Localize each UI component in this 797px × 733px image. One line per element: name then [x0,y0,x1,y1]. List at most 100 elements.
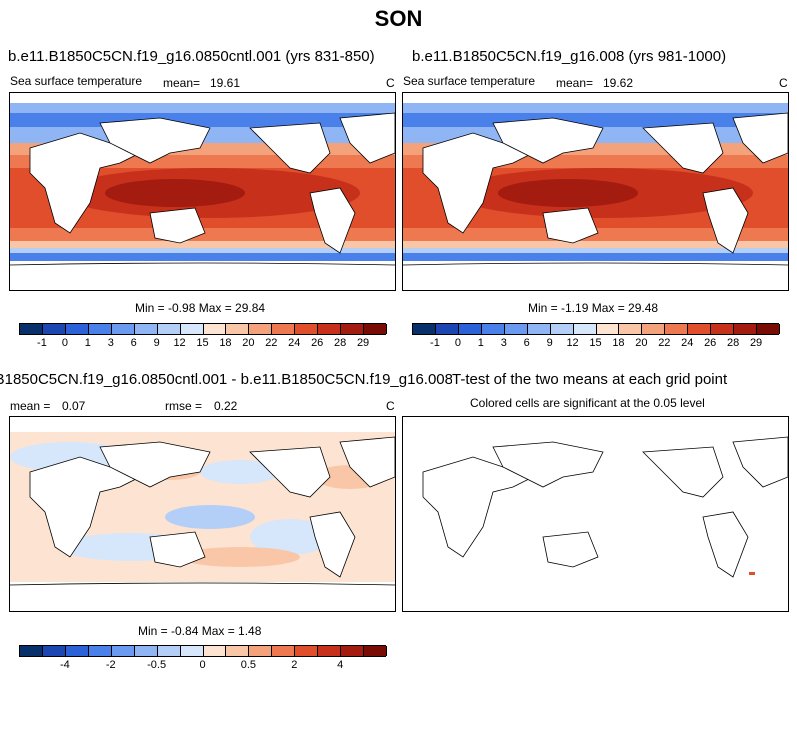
colorbar-cell [734,324,758,334]
colorbar-tick-label: 1 [477,337,484,349]
colorbar-cell [180,646,204,656]
colorbar-tick-label: -0.5 [147,659,167,671]
colorbar-cell [42,646,66,656]
colorbar-cell [203,646,227,656]
colorbar-cell [619,324,643,334]
colorbar-cell [65,324,89,334]
panel-2-map-graphic [403,93,788,290]
panel-4-title: T-test of the two means at each grid poi… [452,371,728,388]
colorbar-tick-label: 6 [523,337,530,349]
colorbar-tick-label: 9 [546,337,553,349]
colorbar-cell [550,324,574,334]
colorbar-cell [757,324,780,334]
colorbar-cell [295,646,319,656]
colorbar-cell [20,646,43,656]
colorbar-tick-label: 26 [704,337,717,349]
panel-4-map-graphic [403,417,788,611]
colorbar-cell [88,646,112,656]
panel-4-ttest-map [402,416,789,612]
panel-1-units: C [386,76,395,90]
colorbar-cell [318,324,342,334]
colorbar-tick-label: 22 [265,337,278,349]
colorbar-tick-label: 28 [334,337,347,349]
colorbar-tick-label: 2 [291,659,298,671]
colorbar-cell [413,324,436,334]
colorbar-tick-label: 24 [681,337,694,349]
colorbar-cell [341,646,365,656]
colorbar-tick-label: 0 [61,337,68,349]
panel-1-variable: Sea surface temperature [10,74,143,88]
colorbar-tick-label: 0 [199,659,206,671]
sst-colorbar-right: -1 0 1 3 6 9 12 15 18 20 22 24 26 28 29 [412,323,780,353]
colorbar-tick-label: 18 [219,337,232,349]
colorbar-cell [341,324,365,334]
colorbar-tick-label: 6 [130,337,137,349]
colorbar-cell [226,646,250,656]
colorbar-cell [42,324,66,334]
colorbar-cell [249,324,273,334]
colorbar-cell [65,646,89,656]
colorbar-tick-label: -1 [430,337,440,349]
panel-3-mean-label: mean = [10,399,51,413]
colorbar-cell [481,324,505,334]
colorbar-cell [596,324,620,334]
colorbar-tick-label: 18 [612,337,625,349]
colorbar-tick-label: 28 [727,337,740,349]
colorbar-cell [157,646,181,656]
colorbar-tick-label: -1 [37,337,47,349]
colorbar-cell [249,646,273,656]
colorbar-cell [203,324,227,334]
colorbar-cell [642,324,666,334]
colorbar-tick-label: 20 [242,337,255,349]
panel-3-difference-map [9,416,396,612]
colorbar-tick-label: 12 [173,337,186,349]
panel-4-subtitle: Colored cells are significant at the 0.0… [470,396,705,410]
colorbar-cell [226,324,250,334]
panel-2-min-max: Min = -1.19 Max = 29.48 [528,301,659,315]
colorbar-cell [134,646,158,656]
colorbar-cell [272,646,296,656]
colorbar-cell [711,324,735,334]
panel-2-units: C [779,76,788,90]
colorbar-cell [665,324,689,334]
sst-colorbar-left: -1 0 1 3 6 9 12 15 18 20 22 24 26 28 29 [19,323,387,353]
panel-3-rmse-label: rmse = [165,399,203,413]
colorbar-cell [527,324,551,334]
colorbar-cell [458,324,482,334]
colorbar-frame [412,323,780,335]
colorbar-tick-label: 0.5 [240,659,257,671]
colorbar-tick-label: 24 [288,337,301,349]
colorbar-cell [364,324,387,334]
panel-3-units: C [386,399,395,413]
difference-colorbar: -4 -2 -0.5 0 0.5 2 4 [19,645,387,675]
colorbar-cell [134,324,158,334]
colorbar-tick-label: 29 [749,337,763,349]
colorbar-tick-label: 4 [337,659,344,671]
colorbar-tick-label: 15 [589,337,602,349]
panel-3-title: b.e11.B1850C5CN.f19_g16.0850cntl.001 - b… [0,371,452,388]
panel-3-map-graphic [10,417,395,611]
panel-2-mean-label: mean= [556,76,594,90]
panel-1-sst-map [9,92,396,291]
colorbar-tick-label: -4 [59,659,70,671]
panel-1-title: b.e11.B1850C5CN.f19_g16.0850cntl.001 (yr… [8,48,375,65]
colorbar-frame [19,645,387,657]
panel-1-mean-value: 19.61 [210,76,241,90]
panel-1-map-graphic [10,93,395,290]
colorbar-tick-label: 0 [454,337,461,349]
colorbar-tick-label: 20 [635,337,648,349]
page-title: SON [374,6,423,31]
colorbar-cell [157,324,181,334]
panel-2-sst-map [402,92,789,291]
colorbar-tick-label: 15 [196,337,209,349]
colorbar-cell [180,324,204,334]
colorbar-tick-label: 3 [500,337,507,349]
colorbar-cell [364,646,387,656]
panel-2-variable: Sea surface temperature [403,74,536,88]
colorbar-cell [435,324,459,334]
colorbar-tick-label: 9 [153,337,160,349]
colorbar-frame [19,323,387,335]
colorbar-tick-label: -2 [105,659,116,671]
panel-3-mean-value: 0.07 [62,399,86,413]
panel-3-rmse-value: 0.22 [214,399,238,413]
